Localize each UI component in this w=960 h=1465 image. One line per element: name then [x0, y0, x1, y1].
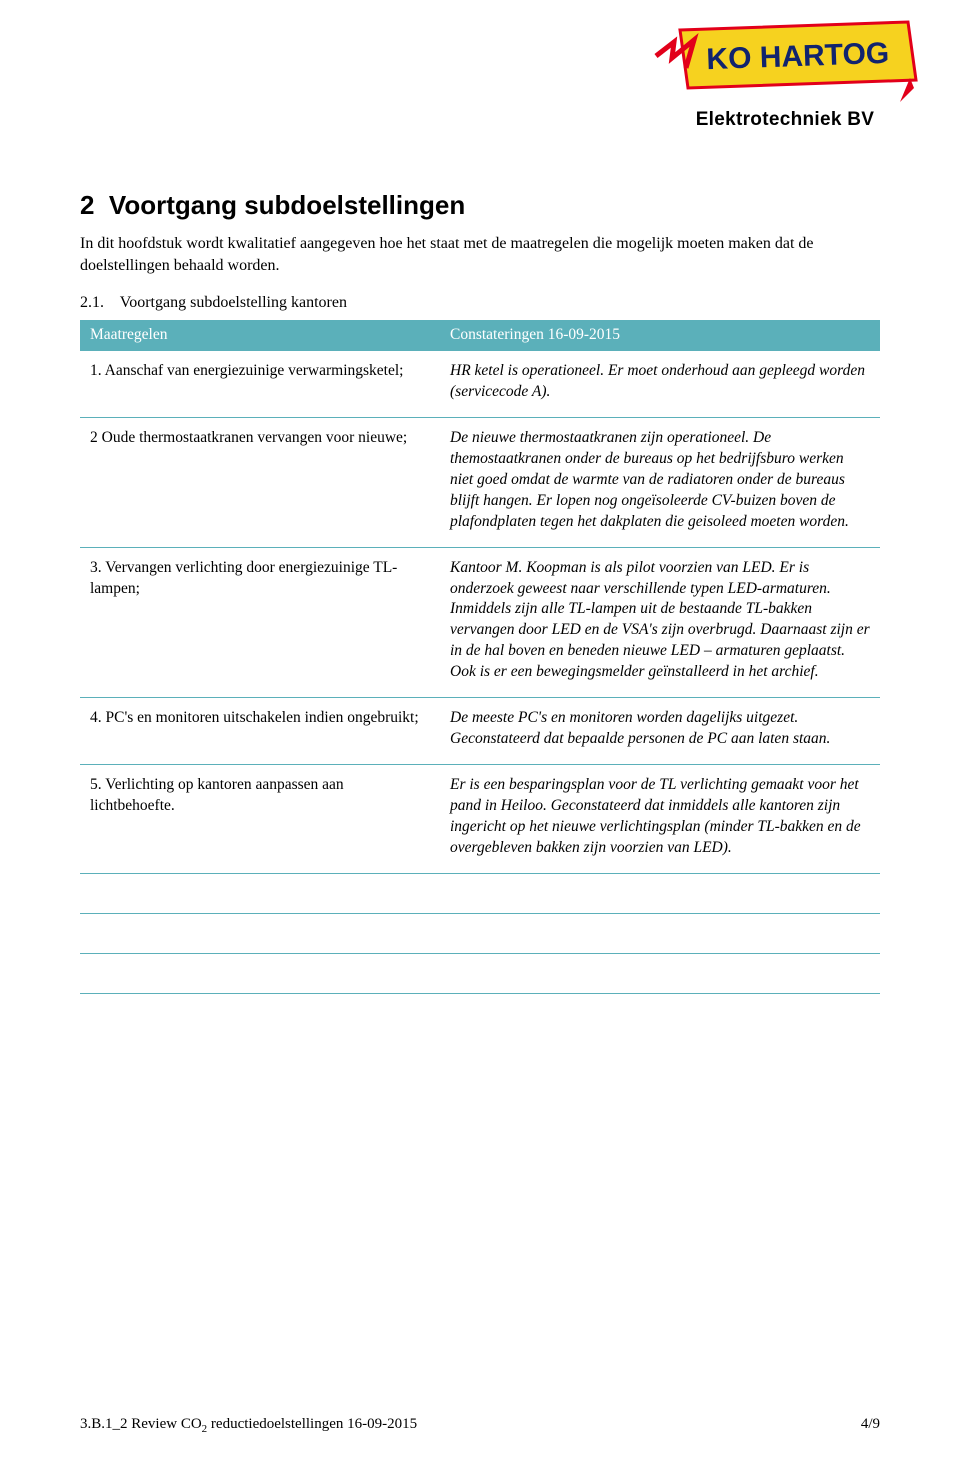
footer-page-number: 4/9 [861, 1416, 880, 1435]
finding-cell: De meeste PC's en monitoren worden dagel… [440, 698, 880, 765]
table-row: 1. Aanschaf van energiezuinige verwarmin… [80, 351, 880, 418]
table-row: 5. Verlichting op kantoren aanpassen aan… [80, 765, 880, 874]
subsection-number: 2.1. [80, 294, 104, 311]
section-title-text: Voortgang subdoelstellingen [109, 190, 465, 220]
section-number: 2 [80, 190, 94, 220]
finding-cell [440, 953, 880, 993]
svg-text:KO HARTOG: KO HARTOG [706, 37, 890, 76]
section-intro: In dit hoofdstuk wordt kwalitatief aange… [80, 233, 880, 276]
finding-cell: Kantoor M. Koopman is als pilot voorzien… [440, 547, 880, 698]
measure-cell: 5. Verlichting op kantoren aanpassen aan… [80, 765, 440, 874]
company-logo: KO HARTOG Elektrotechniek BV [650, 18, 920, 131]
finding-cell [440, 913, 880, 953]
table-row [80, 953, 880, 993]
finding-cell [440, 873, 880, 913]
measure-cell [80, 873, 440, 913]
page-footer: 3.B.1_2 Review CO2 reductiedoelstellinge… [80, 1416, 880, 1435]
section-heading: 2 Voortgang subdoelstellingen [80, 190, 880, 221]
measure-cell: 1. Aanschaf van energiezuinige verwarmin… [80, 351, 440, 418]
finding-cell: HR ketel is operationeel. Er moet onderh… [440, 351, 880, 418]
table-row [80, 873, 880, 913]
measure-cell: 4. PC's en monitoren uitschakelen indien… [80, 698, 440, 765]
footer-left: 3.B.1_2 Review CO2 reductiedoelstellinge… [80, 1416, 417, 1435]
measure-cell: 3. Vervangen verlichting door energiezui… [80, 547, 440, 698]
table-row: 3. Vervangen verlichting door energiezui… [80, 547, 880, 698]
table-row: 2 Oude thermostaatkranen vervangen voor … [80, 418, 880, 548]
table-row: 4. PC's en monitoren uitschakelen indien… [80, 698, 880, 765]
measure-cell: 2 Oude thermostaatkranen vervangen voor … [80, 418, 440, 548]
table-header-right: Constateringen 16-09-2015 [440, 320, 880, 351]
table-header-left: Maatregelen [80, 320, 440, 351]
subsection-title: Voortgang subdoelstelling kantoren [120, 294, 347, 311]
logo-subtitle: Elektrotechniek BV [650, 109, 920, 131]
table-row [80, 913, 880, 953]
measure-cell [80, 913, 440, 953]
subsection-heading: 2.1. Voortgang subdoelstelling kantoren [80, 294, 880, 312]
finding-cell: Er is een besparingsplan voor de TL verl… [440, 765, 880, 874]
measures-table: Maatregelen Constateringen 16-09-2015 1.… [80, 320, 880, 994]
finding-cell: De nieuwe thermostaatkranen zijn operati… [440, 418, 880, 548]
measure-cell [80, 953, 440, 993]
